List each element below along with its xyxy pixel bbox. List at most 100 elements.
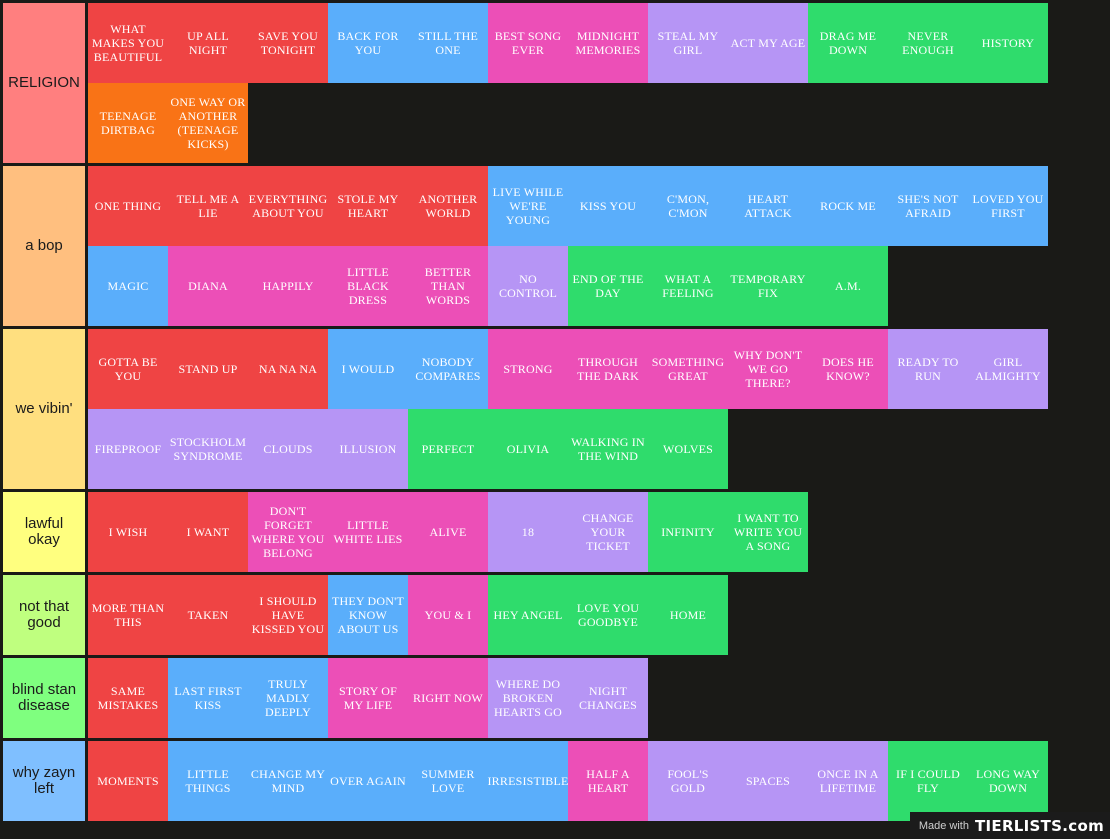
song-tile[interactable]: KISS YOU [568,166,648,246]
song-tile[interactable]: LONG WAY DOWN [968,741,1048,821]
tier-items[interactable]: MOMENTS LITTLE THINGS CHANGE MY MIND OVER A… [88,741,1108,821]
song-tile[interactable]: MORE THAN THIS [88,575,168,655]
song-tile[interactable]: WHERE DO BROKEN HEARTS GO [488,658,568,738]
song-tile[interactable]: LOVE YOU GOODBYE [568,575,648,655]
song-tile[interactable]: NIGHT CHANGES [568,658,648,738]
song-tile[interactable]: STRONG [488,329,568,409]
tier-items[interactable]: SAME MISTAKES LAST FIRST KISS TRULY MADLY … [88,658,1108,738]
song-tile[interactable]: TAKEN [168,575,248,655]
song-tile[interactable]: SPACES [728,741,808,821]
song-tile[interactable]: TRULY MADLY DEEPLY [248,658,328,738]
song-tile[interactable]: WHAT A FEELING [648,246,728,326]
song-tile[interactable]: IF I COULD FLY [888,741,968,821]
tier-label[interactable]: RELIGION [3,3,85,163]
song-tile[interactable]: ANOTHER WORLD [408,166,488,246]
song-tile[interactable]: STAND UP [168,329,248,409]
song-tile[interactable]: NOBODY COMPARES [408,329,488,409]
tier-label[interactable]: a bop [3,166,85,326]
watermark[interactable]: Made with TIERLISTS.com [910,812,1110,839]
song-tile[interactable]: BACK FOR YOU [328,3,408,83]
song-tile[interactable]: MIDNIGHT MEMORIES [568,3,648,83]
song-tile[interactable]: LIVE WHILE WE'RE YOUNG [488,166,568,246]
song-tile[interactable]: WHAT MAKES YOU BEAUTIFUL [88,3,168,83]
song-tile[interactable]: OLIVIA [488,409,568,489]
song-tile[interactable]: SOMETHING GREAT [648,329,728,409]
song-tile[interactable]: UP ALL NIGHT [168,3,248,83]
song-tile[interactable]: IRRESISTIBLE [487,741,568,821]
song-tile[interactable]: READY TO RUN [888,329,968,409]
song-tile[interactable]: CLOUDS [248,409,328,489]
song-tile[interactable]: DRAG ME DOWN [808,3,888,83]
song-tile[interactable]: HAPPILY [248,246,328,326]
song-tile[interactable]: I WOULD [328,329,408,409]
song-tile[interactable]: WHY DON'T WE GO THERE? [728,329,808,409]
song-tile[interactable]: ILLUSION [328,409,408,489]
song-tile[interactable]: NO CONTROL [488,246,568,326]
song-tile[interactable]: PERFECT [408,409,488,489]
song-tile[interactable]: ONE THING [88,166,168,246]
song-tile[interactable]: STORY OF MY LIFE [328,658,408,738]
song-tile[interactable]: RIGHT NOW [408,658,488,738]
song-tile[interactable]: FOOL'S GOLD [648,741,728,821]
tier-label[interactable]: lawful okay [3,492,85,572]
song-tile[interactable]: STOCKHOLM SYNDROME [168,409,248,489]
song-tile[interactable]: ROCK ME [808,166,888,246]
tier-items[interactable]: MORE THAN THIS TAKEN I SHOULD HAVE KISSED … [88,575,1108,655]
song-tile[interactable]: SHE'S NOT AFRAID [888,166,968,246]
song-tile[interactable]: CHANGE MY MIND [248,741,328,821]
song-tile[interactable]: FIREPROOF [88,409,168,489]
song-tile[interactable]: LITTLE WHITE LIES [328,492,408,572]
song-tile[interactable]: HISTORY [968,3,1048,83]
song-tile[interactable]: ONE WAY OR ANOTHER (TEENAGE KICKS) [168,83,248,163]
song-tile[interactable]: C'MON, C'MON [648,166,728,246]
song-tile[interactable]: YOU & I [408,575,488,655]
tier-items[interactable]: I WISH I WANT DON'T FORGET WHERE YOU BELON… [88,492,1108,572]
song-tile[interactable]: I WISH [88,492,168,572]
song-tile[interactable]: WOLVES [648,409,728,489]
song-tile[interactable]: DOES HE KNOW? [808,329,888,409]
tier-label[interactable]: blind stan disease [3,658,85,738]
song-tile[interactable]: BEST SONG EVER [488,3,568,83]
song-tile[interactable]: OVER AGAIN [328,741,408,821]
song-tile[interactable]: GOTTA BE YOU [88,329,168,409]
song-tile[interactable]: I WANT [168,492,248,572]
song-tile[interactable]: MAGIC [88,246,168,326]
song-tile[interactable]: THROUGH THE DARK [568,329,648,409]
song-tile[interactable]: MOMENTS [88,741,168,821]
song-tile[interactable]: LOVED YOU FIRST [968,166,1048,246]
tier-label[interactable]: not that good [3,575,85,655]
song-tile[interactable]: SUMMER LOVE [408,741,488,821]
song-tile[interactable]: DIANA [168,246,248,326]
song-tile[interactable]: I WANT TO WRITE YOU A SONG [728,492,808,572]
song-tile[interactable]: DON'T FORGET WHERE YOU BELONG [248,492,328,572]
song-tile[interactable]: CHANGE YOUR TICKET [568,492,648,572]
song-tile[interactable]: ALIVE [408,492,488,572]
song-tile[interactable]: EVERYTHING ABOUT YOU [248,166,328,246]
song-tile[interactable]: GIRL ALMIGHTY [968,329,1048,409]
song-tile[interactable]: STOLE MY HEART [328,166,408,246]
song-tile[interactable]: HOME [648,575,728,655]
tier-items[interactable]: GOTTA BE YOU STAND UP NA NA NA I WOULD NOBOD… [88,329,1108,489]
song-tile[interactable]: SAME MISTAKES [88,658,168,738]
song-tile[interactable]: SAVE YOU TONIGHT [248,3,328,83]
song-tile[interactable]: END OF THE DAY [568,246,648,326]
song-tile[interactable]: HALF A HEART [568,741,648,821]
tier-items[interactable]: WHAT MAKES YOU BEAUTIFUL UP ALL NIGHT SAVE… [88,3,1108,163]
song-tile[interactable]: 18 [488,492,568,572]
song-tile[interactable]: LITTLE BLACK DRESS [328,246,408,326]
song-tile[interactable]: I SHOULD HAVE KISSED YOU [248,575,328,655]
song-tile[interactable]: ONCE IN A LIFETIME [808,741,888,821]
song-tile[interactable]: ACT MY AGE [728,3,808,83]
song-tile[interactable]: LAST FIRST KISS [168,658,248,738]
song-tile[interactable]: LITTLE THINGS [168,741,248,821]
song-tile[interactable]: NEVER ENOUGH [888,3,968,83]
tier-items[interactable]: ONE THING TELL ME A LIE EVERYTHING ABOUT Y… [88,166,1108,326]
song-tile[interactable]: STILL THE ONE [408,3,488,83]
song-tile[interactable]: TEENAGE DIRTBAG [88,83,168,163]
song-tile[interactable]: HEART ATTACK [728,166,808,246]
song-tile[interactable]: HEY ANGEL [488,575,568,655]
song-tile[interactable]: STEAL MY GIRL [648,3,728,83]
song-tile[interactable]: THEY DON'T KNOW ABOUT US [328,575,408,655]
tier-label[interactable]: we vibin' [3,329,85,489]
song-tile[interactable]: TEMPORARY FIX [728,246,808,326]
